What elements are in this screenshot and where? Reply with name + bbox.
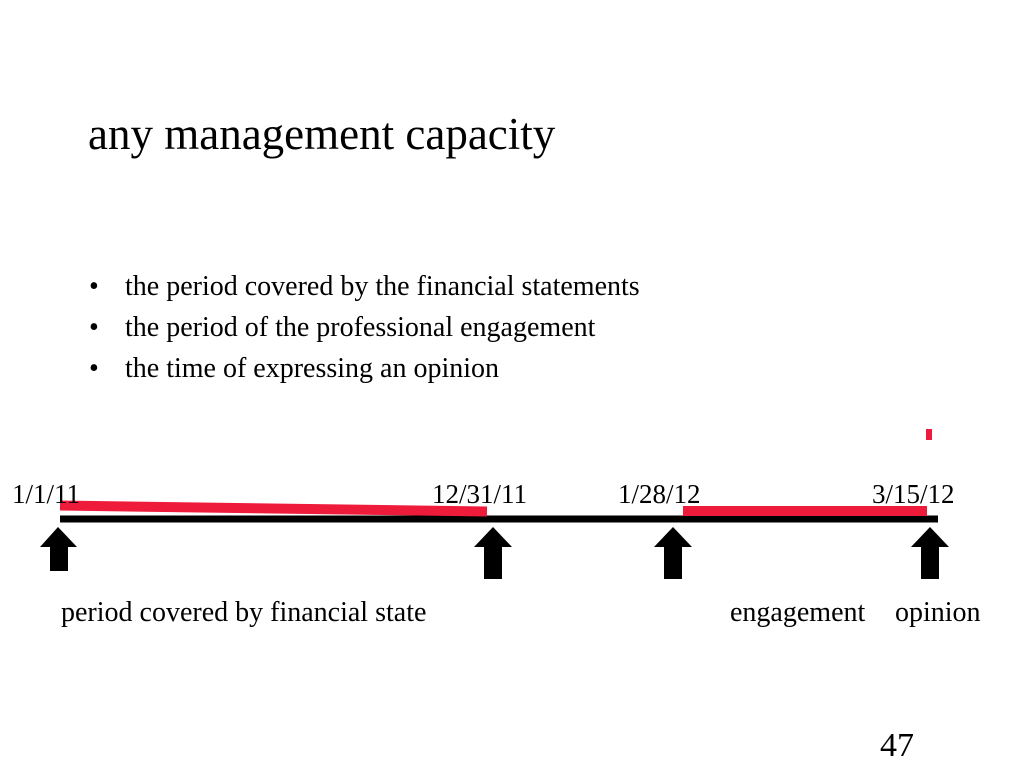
label-opinion: opinion xyxy=(895,597,981,628)
bullet-marker: • xyxy=(89,353,99,384)
bullet-item: • the period of the professional engagem… xyxy=(0,314,1024,344)
arrow-up-icon xyxy=(40,527,77,571)
timeline-date-start: 1/1/11 xyxy=(12,479,81,509)
red-marker xyxy=(926,429,932,440)
timeline-date-opinion: 3/15/12 xyxy=(872,479,955,509)
arrow-up-icon xyxy=(911,527,949,579)
bullet-item: • the period covered by the financial st… xyxy=(0,273,1024,303)
bullet-text: the period covered by the financial stat… xyxy=(125,271,640,302)
page-number: 47 xyxy=(880,727,914,764)
slide-title: any management capacity xyxy=(88,109,556,159)
bullet-text: the period of the professional engagemen… xyxy=(125,312,596,343)
bullet-item: • the time of expressing an opinion xyxy=(0,355,1024,385)
bullet-marker: • xyxy=(89,271,99,302)
timeline-date-year-end: 12/31/11 xyxy=(432,479,528,509)
label-engagement: engagement xyxy=(730,597,866,628)
arrow-up-icon xyxy=(474,527,512,579)
bullet-marker: • xyxy=(89,312,99,343)
bullet-text: the time of expressing an opinion xyxy=(125,353,500,384)
timeline-date-engagement: 1/28/12 xyxy=(618,479,701,509)
arrow-up-icon xyxy=(654,527,692,579)
financial-period-bar xyxy=(59,500,488,517)
label-period-covered: period covered by financial state xyxy=(61,597,427,628)
